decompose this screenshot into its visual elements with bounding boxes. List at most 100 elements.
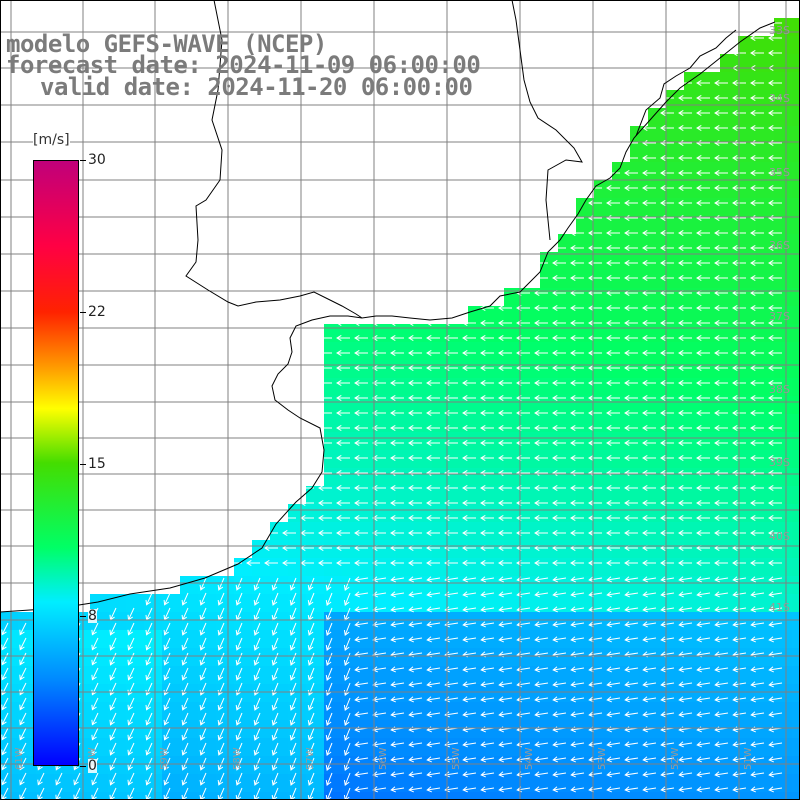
wind-arrow bbox=[408, 786, 423, 793]
wind-arrow bbox=[354, 711, 369, 718]
wind-arrow bbox=[343, 712, 351, 726]
field-cell bbox=[756, 306, 775, 325]
wind-arrow bbox=[660, 469, 674, 477]
field-cell bbox=[234, 594, 253, 613]
wind-arrow bbox=[606, 379, 620, 387]
wind-arrow bbox=[289, 787, 297, 800]
field-cell bbox=[774, 612, 793, 631]
field-cell bbox=[450, 702, 469, 721]
field-cell bbox=[540, 540, 559, 559]
wind-arrow bbox=[271, 652, 279, 666]
wind-arrow bbox=[678, 711, 693, 718]
wind-arrow bbox=[714, 741, 729, 748]
wind-arrow bbox=[480, 606, 495, 613]
wind-arrow bbox=[217, 727, 225, 741]
wind-arrow bbox=[19, 727, 27, 741]
field-cell bbox=[162, 684, 181, 703]
field-cell bbox=[792, 522, 800, 541]
wind-arrow bbox=[660, 711, 675, 718]
wind-arrow bbox=[372, 364, 386, 372]
field-cell bbox=[468, 432, 487, 451]
wind-arrow bbox=[127, 667, 135, 681]
wind-arrow bbox=[696, 154, 710, 162]
wind-arrow bbox=[642, 199, 656, 207]
lon-label: 57W bbox=[305, 747, 316, 770]
field-cell bbox=[756, 738, 775, 757]
wind-arrow bbox=[426, 514, 440, 522]
field-cell bbox=[522, 594, 541, 613]
wind-arrow bbox=[642, 169, 656, 177]
wind-arrow bbox=[678, 259, 692, 267]
wind-arrow bbox=[307, 622, 315, 636]
field-cell bbox=[468, 306, 487, 325]
field-cell bbox=[558, 252, 577, 271]
wind-arrow bbox=[372, 636, 387, 643]
wind-arrow bbox=[127, 772, 135, 786]
wind-arrow bbox=[318, 559, 332, 567]
field-cell bbox=[504, 432, 523, 451]
wind-arrow bbox=[642, 244, 656, 252]
wind-arrow bbox=[660, 696, 675, 703]
wind-arrow bbox=[714, 696, 729, 703]
wind-arrow bbox=[552, 394, 566, 402]
field-cell bbox=[594, 342, 613, 361]
wind-arrow bbox=[372, 349, 386, 357]
field-cell bbox=[396, 396, 415, 415]
wind-arrow bbox=[750, 94, 764, 102]
field-cell bbox=[738, 720, 757, 739]
wind-arrow bbox=[732, 786, 747, 793]
wind-arrow bbox=[372, 379, 386, 387]
wind-arrow bbox=[714, 559, 728, 567]
wind-arrow bbox=[282, 514, 296, 522]
wind-arrow bbox=[318, 484, 332, 492]
field-cell bbox=[270, 684, 289, 703]
field-cell bbox=[684, 72, 703, 91]
field-cell bbox=[90, 720, 109, 739]
field-cell bbox=[180, 792, 199, 800]
wind-arrow bbox=[289, 697, 297, 711]
field-cell bbox=[108, 684, 127, 703]
field-cell bbox=[720, 126, 739, 145]
field-cell bbox=[288, 756, 307, 775]
wind-arrow bbox=[768, 169, 782, 177]
wind-arrow bbox=[552, 499, 566, 507]
wind-arrow bbox=[714, 666, 729, 673]
field-cell bbox=[36, 792, 55, 800]
wind-arrow bbox=[480, 771, 495, 778]
wind-arrow bbox=[19, 772, 27, 786]
wind-arrow bbox=[318, 364, 332, 372]
wind-arrow bbox=[660, 184, 674, 192]
wind-arrow bbox=[660, 484, 674, 492]
field-cell bbox=[342, 342, 361, 361]
field-cell bbox=[324, 576, 343, 595]
field-cell bbox=[684, 342, 703, 361]
field-cell bbox=[720, 396, 739, 415]
wind-arrow bbox=[354, 484, 368, 492]
wind-arrow bbox=[678, 786, 693, 793]
field-cell bbox=[720, 540, 739, 559]
wind-arrow bbox=[642, 274, 656, 282]
field-cell bbox=[648, 486, 667, 505]
wind-arrow bbox=[462, 499, 476, 507]
field-cell bbox=[126, 738, 145, 757]
field-cell bbox=[648, 306, 667, 325]
wind-arrow bbox=[750, 469, 764, 477]
field-cell bbox=[450, 720, 469, 739]
wind-arrow bbox=[732, 666, 747, 673]
wind-arrow bbox=[570, 334, 584, 342]
field-cell bbox=[774, 558, 793, 577]
wind-arrow bbox=[426, 786, 441, 793]
field-cell bbox=[612, 648, 631, 667]
wind-arrow bbox=[696, 786, 711, 793]
wind-arrow bbox=[750, 576, 765, 583]
wind-arrow bbox=[235, 772, 243, 786]
field-cell bbox=[720, 162, 739, 181]
wind-arrow bbox=[606, 711, 621, 718]
wind-arrow bbox=[768, 484, 782, 492]
wind-arrow bbox=[253, 712, 261, 726]
wind-arrow bbox=[390, 499, 404, 507]
wind-arrow bbox=[354, 499, 368, 507]
field-cell bbox=[450, 774, 469, 793]
wind-arrow bbox=[408, 529, 422, 537]
wind-arrow bbox=[588, 274, 602, 282]
